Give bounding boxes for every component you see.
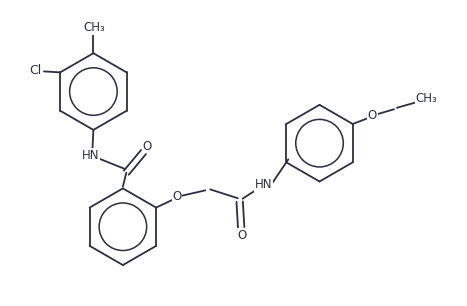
Text: O: O: [368, 109, 377, 122]
Text: O: O: [172, 190, 181, 203]
Text: HN: HN: [82, 149, 99, 162]
Text: O: O: [143, 140, 152, 153]
Text: CH₃: CH₃: [84, 21, 105, 34]
Text: HN: HN: [255, 178, 272, 191]
Text: CH₃: CH₃: [416, 92, 437, 106]
Text: O: O: [237, 229, 246, 242]
Text: Cl: Cl: [29, 64, 42, 77]
